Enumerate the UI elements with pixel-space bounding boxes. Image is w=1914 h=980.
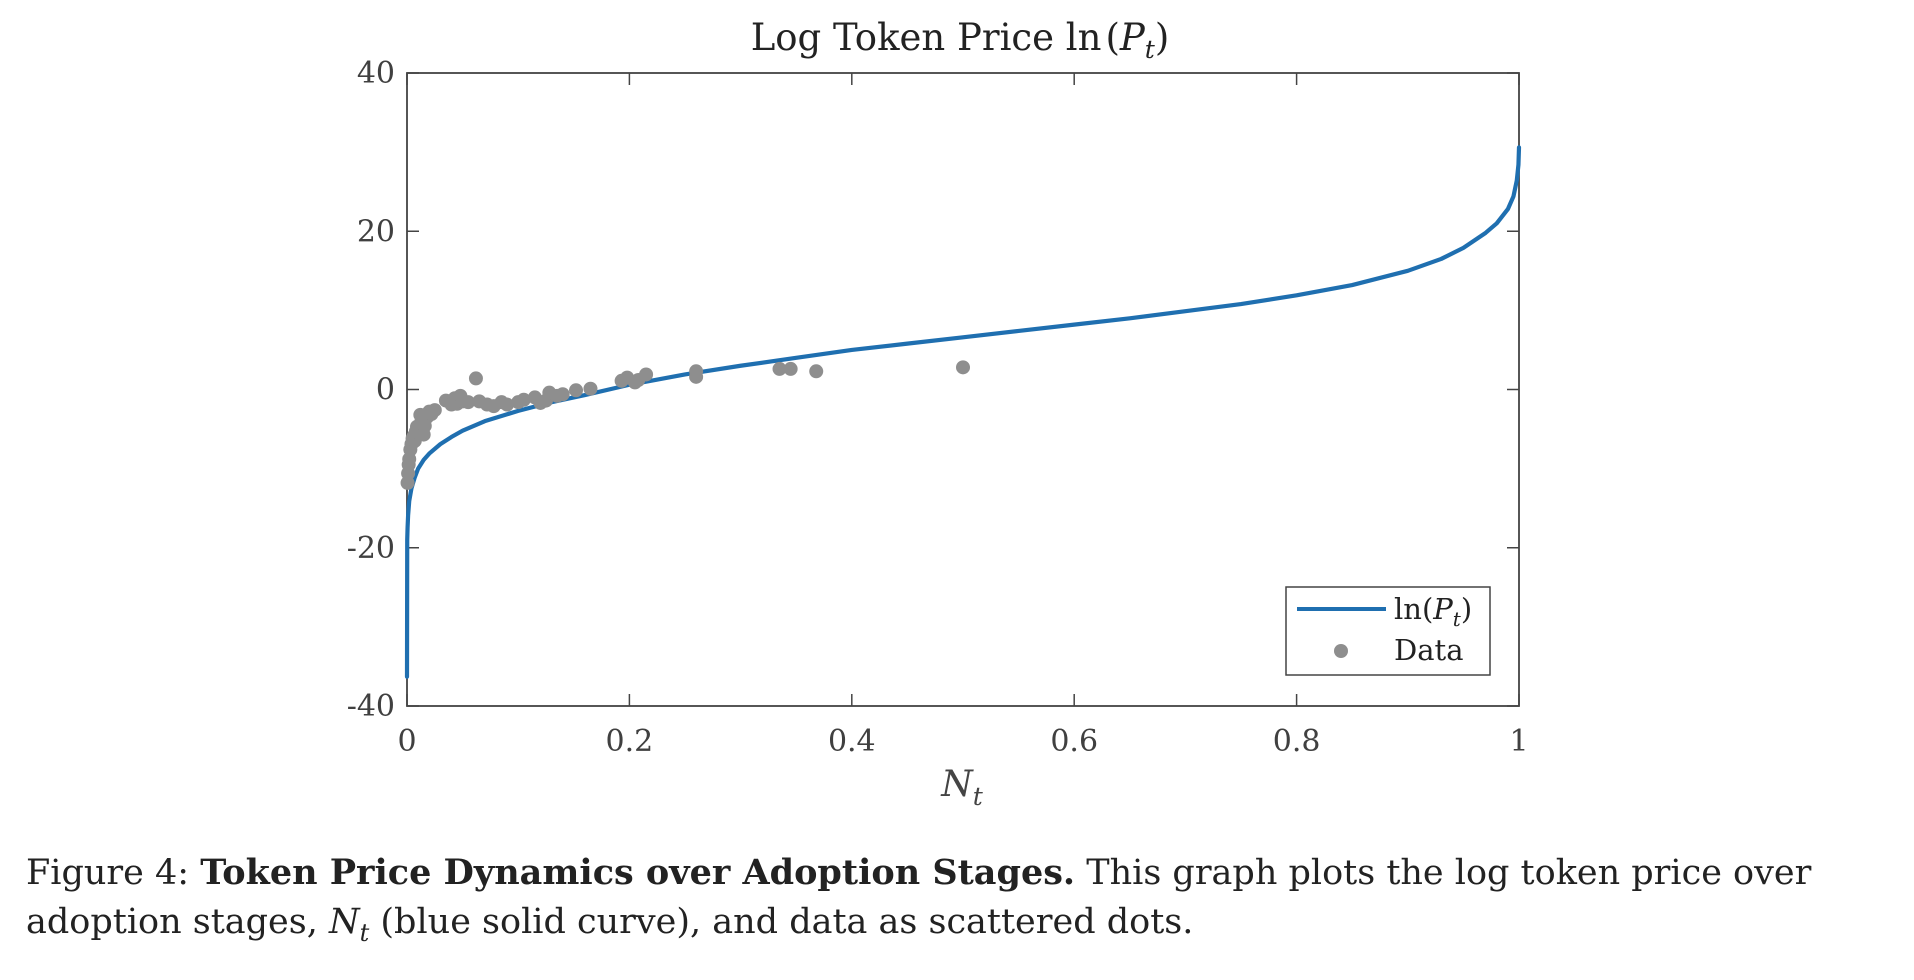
data-point — [516, 392, 531, 407]
x-tick-label: 0.4 — [828, 724, 876, 759]
x-tick-label: 0.8 — [1273, 724, 1321, 759]
data-point — [809, 364, 824, 379]
legend-label-curve: ln(Pt) — [1394, 592, 1472, 631]
caption-figure-label: Figure 4: — [26, 853, 190, 893]
series-line-ln-pt — [404, 145, 1522, 679]
figure: Log Token Price ln (Pt) 0 0.2 0.4 0.6 0.8 1 40 2… — [26, 16, 1811, 947]
figure-caption: Figure 4: Token Price Dynamics over Adop… — [26, 848, 1896, 958]
data-point — [956, 360, 970, 375]
data-point — [639, 367, 654, 382]
data-point — [555, 387, 570, 402]
data-point — [569, 383, 584, 398]
chart: Log Token Price ln (Pt) 0 0.2 0.4 0.6 0.8 1 40 2… — [347, 16, 1529, 811]
data-points-layer — [400, 360, 970, 490]
axis-ticks: 0 0.2 0.4 0.6 0.8 1 40 20 0 -20 -40 — [347, 56, 1529, 759]
data-point — [461, 395, 476, 410]
data-point — [583, 381, 598, 396]
x-tick-label: 1 — [1509, 724, 1528, 759]
caption-text-1: This graph plots the log token price ove… — [26, 853, 1812, 942]
data-point — [772, 361, 787, 376]
legend: ln(Pt) Data — [1285, 586, 1491, 676]
x-tick-label: 0 — [397, 724, 416, 759]
x-axis-label: Nt — [940, 764, 984, 811]
x-tick-label: 0.6 — [1050, 724, 1098, 759]
legend-marker-swatch — [1334, 644, 1348, 658]
caption-math-var: Nt — [328, 902, 370, 947]
y-tick-label: 20 — [357, 214, 395, 249]
legend-box — [1285, 586, 1491, 676]
y-tick-label: 0 — [376, 373, 395, 408]
y-tick-label: 40 — [357, 56, 395, 91]
caption-title: Token Price Dynamics over Adoption Stage… — [200, 852, 1076, 893]
data-point — [500, 397, 515, 412]
x-tick-label: 0.2 — [606, 724, 654, 759]
data-point — [689, 364, 704, 379]
chart-title: Log Token Price ln (Pt) — [751, 16, 1170, 64]
data-point — [783, 361, 798, 376]
data-point — [468, 371, 483, 386]
caption-text-2: (blue solid curve), and data as scattere… — [380, 902, 1194, 942]
y-tick-label: -20 — [347, 531, 395, 566]
data-point — [427, 403, 442, 418]
curve-layer — [404, 145, 1522, 679]
y-tick-label: -40 — [347, 689, 395, 724]
legend-label-data: Data — [1394, 633, 1463, 667]
